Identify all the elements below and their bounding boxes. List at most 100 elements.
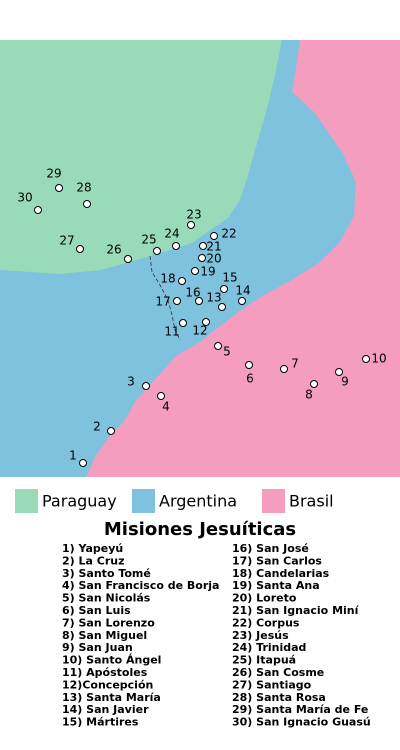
marker-label: 7 xyxy=(291,357,299,371)
mission-marker xyxy=(199,242,207,250)
mission-item: 14) San Javier xyxy=(62,703,149,716)
mission-marker xyxy=(157,392,165,400)
legend-swatch xyxy=(262,489,285,513)
mission-marker xyxy=(220,285,228,293)
province-border xyxy=(149,255,181,341)
mission-item: 7) San Lorenzo xyxy=(62,616,155,629)
mission-item: 13) Santa María xyxy=(62,691,161,704)
mission-item: 2) La Cruz xyxy=(62,554,125,567)
mission-marker xyxy=(362,355,370,363)
marker-label: 6 xyxy=(246,372,254,386)
marker-label: 13 xyxy=(206,291,221,305)
mission-item: 3) Santo Tomé xyxy=(62,567,151,580)
mission-marker xyxy=(153,247,161,255)
marker-label: 28 xyxy=(76,181,91,195)
marker-label: 29 xyxy=(46,167,61,181)
legend-label: Argentina xyxy=(159,492,237,511)
legend-swatch xyxy=(132,489,155,513)
mission-item: 11) Apóstoles xyxy=(62,666,148,679)
mission-item: 15) Mártires xyxy=(62,716,139,729)
mission-item: 6) San Luis xyxy=(62,604,131,617)
mission-item: 27) Santiago xyxy=(232,678,312,691)
panel xyxy=(0,477,400,750)
mission-marker xyxy=(34,206,42,214)
mission-marker xyxy=(124,255,132,263)
mission-marker xyxy=(178,277,186,285)
brasil-region xyxy=(86,40,400,477)
marker-label: 8 xyxy=(305,388,313,402)
marker-label: 26 xyxy=(106,243,121,257)
mission-item: 25) Itapuá xyxy=(232,654,296,667)
mission-marker xyxy=(76,245,84,253)
marker-label: 20 xyxy=(206,252,221,266)
mission-marker xyxy=(218,303,226,311)
marker-label: 19 xyxy=(200,265,215,279)
mission-item: 18) Candelarias xyxy=(232,567,330,580)
mission-marker xyxy=(172,242,180,250)
mission-item: 12)Concepción xyxy=(62,678,153,691)
mission-item: 17) San Carlos xyxy=(232,554,322,567)
mission-item: 8) San Miguel xyxy=(62,629,147,642)
legend-label: Paraguay xyxy=(42,492,117,511)
marker-label: 3 xyxy=(127,375,135,389)
marker-label: 15 xyxy=(222,271,237,285)
mission-item: 5) San Nicolás xyxy=(62,592,151,605)
mission-marker xyxy=(195,297,203,305)
mission-item: 1) Yapeyú xyxy=(62,542,123,555)
mission-item: 28) Santa Rosa xyxy=(232,691,326,704)
mission-marker xyxy=(55,184,63,192)
marker-label: 12 xyxy=(192,324,207,338)
mission-marker xyxy=(245,361,253,369)
mission-marker xyxy=(198,254,206,262)
mission-marker xyxy=(310,380,318,388)
mission-marker xyxy=(79,459,87,467)
marker-label: 10 xyxy=(371,352,386,366)
marker-label: 16 xyxy=(185,286,200,300)
legend-label: Brasil xyxy=(289,492,334,511)
marker-label: 30 xyxy=(17,191,32,205)
marker-label: 23 xyxy=(186,208,201,222)
legend-swatch xyxy=(15,489,38,513)
marker-label: 27 xyxy=(59,234,74,248)
mission-marker xyxy=(335,368,343,376)
marker-label: 11 xyxy=(164,325,179,339)
marker-label: 9 xyxy=(341,375,349,389)
marker-label: 1 xyxy=(69,449,77,463)
paraguay-region xyxy=(0,40,282,274)
mission-item: 29) Santa María de Fe xyxy=(232,703,368,716)
mission-item: 16) San José xyxy=(232,542,309,555)
mission-item: 19) Santa Ana xyxy=(232,579,320,592)
mission-marker xyxy=(179,319,187,327)
mission-marker xyxy=(83,200,91,208)
mission-item: 24) Trinidad xyxy=(232,641,306,654)
mission-item: 4) San Francisco de Borja xyxy=(62,579,219,592)
mission-marker xyxy=(173,297,181,305)
marker-label: 17 xyxy=(155,295,170,309)
mission-item: 22) Corpus xyxy=(232,616,300,629)
marker-label: 21 xyxy=(206,240,221,254)
mission-item: 20) Loreto xyxy=(232,592,297,605)
marker-label: 5 xyxy=(223,345,231,359)
mission-marker xyxy=(238,297,246,305)
mission-marker xyxy=(202,318,210,326)
mission-item: 30) San Ignacio Guasú xyxy=(232,716,371,729)
marker-label: 24 xyxy=(164,227,179,241)
mission-marker xyxy=(210,232,218,240)
marker-label: 18 xyxy=(160,272,175,286)
marker-label: 4 xyxy=(162,400,170,414)
marker-label: 25 xyxy=(141,233,156,247)
mission-marker xyxy=(187,221,195,229)
mission-item: 9) San Juan xyxy=(62,641,133,654)
marker-label: 2 xyxy=(93,420,101,434)
marker-label: 22 xyxy=(221,227,236,241)
marker-label: 14 xyxy=(235,284,250,298)
mission-item: 21) San Ignacio Miní xyxy=(232,604,360,617)
title: Misiones Jesuíticas xyxy=(104,519,296,540)
mission-marker xyxy=(280,365,288,373)
mission-marker xyxy=(191,267,199,275)
mission-marker xyxy=(142,382,150,390)
mission-marker xyxy=(107,427,115,435)
mission-item: 10) Santo Ángel xyxy=(62,654,161,667)
mission-item: 26) San Cosme xyxy=(232,666,324,679)
